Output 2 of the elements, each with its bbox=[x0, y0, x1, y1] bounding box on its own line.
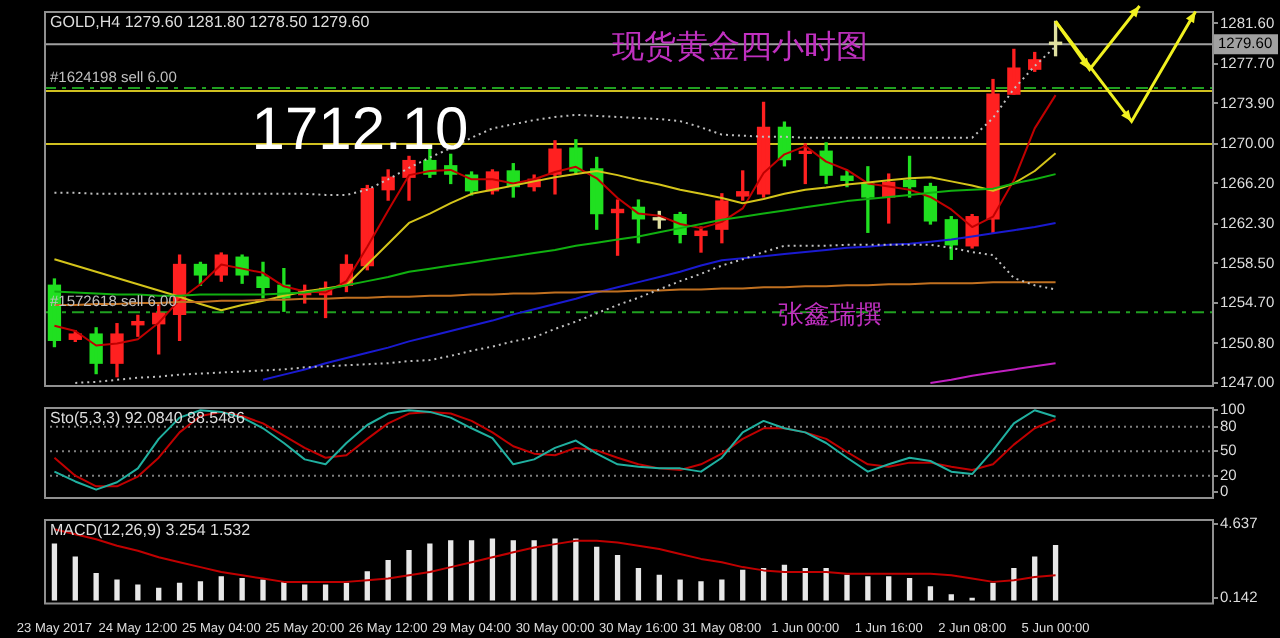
chart-title: GOLD,H4 1279.60 1281.80 1278.50 1279.60 bbox=[50, 13, 371, 32]
chart-title: MACD(12,26,9) 3.254 1.532 bbox=[50, 521, 252, 540]
